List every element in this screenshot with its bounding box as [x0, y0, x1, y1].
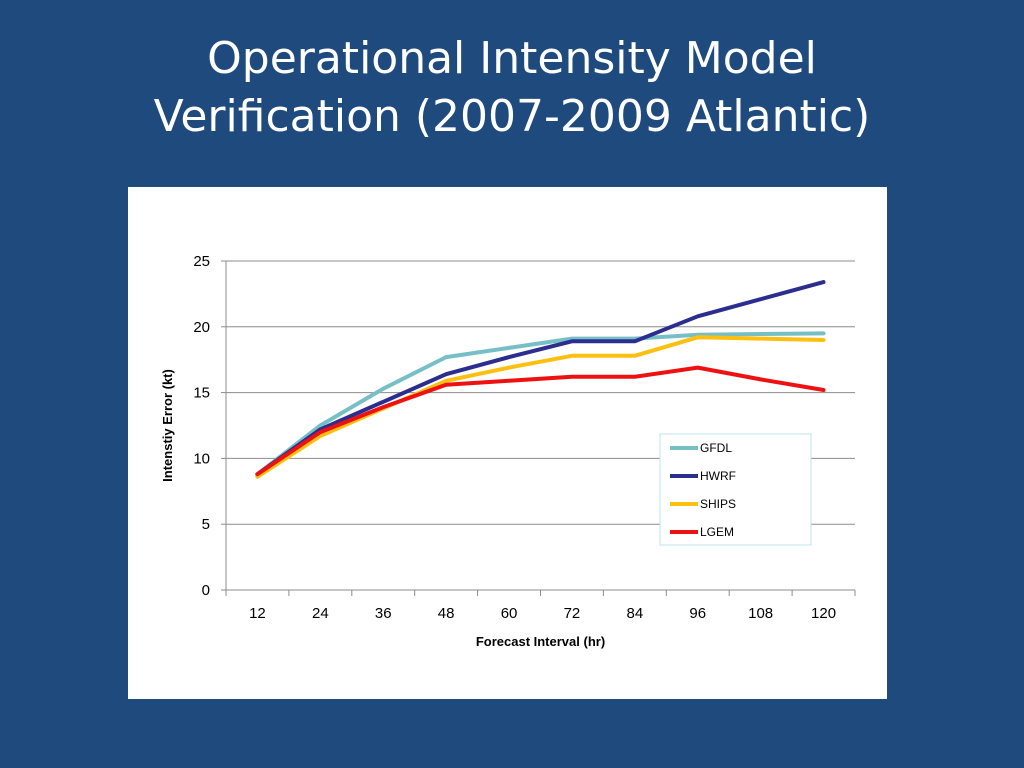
x-tick-label: 96: [689, 605, 706, 622]
y-axis-title: Intenstiy Error (kt): [160, 369, 175, 482]
x-tick-label: 72: [564, 605, 581, 622]
legend-label-gfdl: GFDL: [700, 441, 732, 455]
x-tick-label: 48: [438, 605, 455, 622]
series-line-ships: [255, 335, 826, 479]
legend-label-hwrf: HWRF: [700, 469, 736, 483]
x-tick-label: 84: [627, 605, 644, 622]
y-tick-label: 5: [202, 516, 210, 533]
slide-title: Operational Intensity Model Verification…: [0, 30, 1024, 146]
y-tick-label: 10: [193, 450, 210, 467]
series-lines: [255, 280, 826, 479]
legend-box: [659, 433, 812, 546]
tick-labels: 0 5 10 15 20 25 12 24 36 48 60 72 84 96 108 120: [193, 253, 836, 622]
x-tick-label: 120: [811, 605, 836, 622]
chart-panel: 0 5 10 15 20 25 12 24 36 48 60 72 84 96 108 120 Forecas…: [128, 187, 887, 699]
y-tick-label: 15: [193, 385, 210, 402]
slide-title-line-2: Verification (2007-2009 Atlantic): [153, 91, 871, 142]
series-line-lgem: [255, 365, 826, 477]
x-tick-label: 108: [748, 605, 773, 622]
slide-title-line-1: Operational Intensity Model: [207, 33, 817, 84]
x-axis-title: Forecast Interval (hr): [476, 634, 605, 649]
x-tick-label: 12: [249, 605, 266, 622]
legend-label-lgem: LGEM: [700, 525, 734, 539]
legend: GFDL HWRF SHIPS LGEM: [659, 433, 812, 546]
series-line-gfdl: [255, 331, 826, 477]
axes: [221, 260, 856, 596]
series-line-hwrf: [255, 280, 826, 477]
y-tick-label: 20: [193, 319, 210, 336]
y-tick-label: 25: [193, 253, 210, 270]
legend-label-ships: SHIPS: [700, 497, 736, 511]
line-chart: 0 5 10 15 20 25 12 24 36 48 60 72 84 96 108 120 Forecas…: [160, 253, 856, 649]
x-tick-label: 60: [501, 605, 518, 622]
y-tick-label: 0: [202, 582, 210, 599]
x-tick-label: 36: [375, 605, 392, 622]
x-tick-label: 24: [312, 605, 329, 622]
